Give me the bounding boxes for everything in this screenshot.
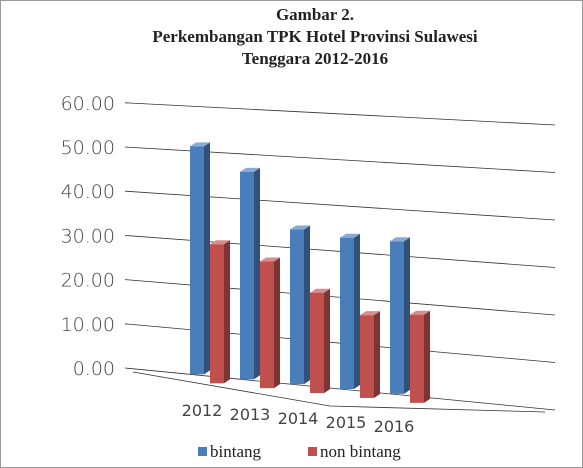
bar-front	[290, 229, 304, 385]
bar-front	[310, 292, 324, 394]
bar-top	[190, 142, 210, 147]
bar-front	[260, 261, 274, 389]
bar-top	[340, 233, 360, 238]
bar-front	[190, 146, 204, 375]
bar	[340, 233, 360, 389]
x-tick-label: 2014	[278, 409, 319, 428]
bar-side	[354, 233, 360, 389]
x-tick-label: 2016	[374, 417, 415, 436]
bar-side	[304, 225, 310, 385]
x-tick-label: 2015	[326, 413, 367, 432]
bar-top	[310, 288, 330, 293]
bar	[210, 240, 230, 384]
y-tick-label: 50.00	[61, 137, 115, 159]
bar-top	[240, 167, 260, 172]
legend-swatch	[198, 447, 207, 456]
bar	[360, 311, 380, 398]
bar	[310, 288, 330, 394]
floor-edge	[132, 371, 546, 413]
bar-side	[224, 240, 230, 384]
x-tick-label: 2013	[230, 405, 271, 424]
y-tick-label: 10.00	[61, 314, 115, 336]
bar-front	[390, 241, 404, 394]
grid-line	[124, 102, 556, 126]
bar	[240, 167, 260, 380]
bar	[290, 225, 310, 385]
bar-side	[274, 257, 280, 389]
bar-front	[410, 314, 424, 403]
bar-front	[340, 237, 354, 389]
bar-top	[390, 237, 410, 242]
legend-label: bintang	[210, 442, 261, 461]
x-tick-label: 2012	[182, 401, 223, 420]
chart-title-line: Perkembangan TPK Hotel Provinsi Sulawesi	[152, 27, 478, 46]
y-tick-label: 60.00	[61, 93, 115, 115]
bar-side	[254, 167, 260, 380]
legend-label: non bintang	[320, 442, 401, 461]
bar-top	[260, 257, 280, 262]
chart-title-line: Gambar 2.	[276, 5, 354, 24]
bar-side	[324, 288, 330, 394]
bar-front	[210, 244, 224, 384]
bar	[190, 142, 210, 375]
bar-side	[404, 237, 410, 394]
y-tick-label: 40.00	[61, 181, 115, 203]
y-tick-label: 20.00	[61, 270, 115, 292]
bar-side	[204, 142, 210, 375]
bar-top	[360, 311, 380, 316]
bar-front	[360, 315, 374, 398]
bar	[410, 310, 430, 403]
bar	[260, 257, 280, 389]
bar-side	[424, 310, 430, 403]
y-tick-label: 30.00	[61, 225, 115, 247]
bar-top	[290, 225, 310, 230]
y-tick-label: 0.00	[73, 358, 115, 380]
bar-side	[374, 311, 380, 398]
legend-swatch	[308, 447, 317, 456]
bar-front	[240, 171, 254, 380]
bar-top	[410, 310, 430, 315]
bar-top	[210, 240, 230, 245]
bar	[390, 237, 410, 394]
chart-title-line: Tenggara 2012-2016	[242, 49, 388, 68]
